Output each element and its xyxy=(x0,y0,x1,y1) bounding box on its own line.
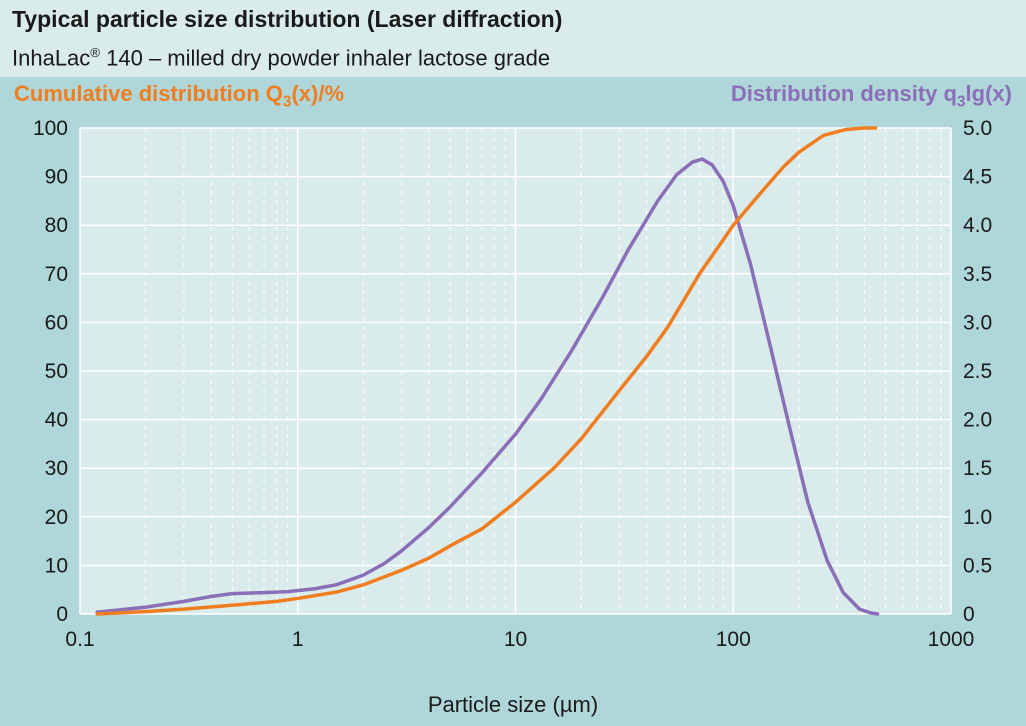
y-right-tick: 0.5 xyxy=(963,554,992,577)
x-tick: 1 xyxy=(292,628,304,651)
y-right-tick: 1.5 xyxy=(963,457,992,480)
title2-prefix: InhaLac xyxy=(12,45,90,70)
title2-rest: 140 – milled dry powder inhaler lactose … xyxy=(100,45,550,70)
x-tick: 1000 xyxy=(928,628,975,651)
y-left-tick: 30 xyxy=(45,457,68,480)
y-left-tick: 20 xyxy=(45,506,68,529)
y-right-tick: 3.0 xyxy=(963,311,992,334)
y-left-tick: 90 xyxy=(45,165,68,188)
y-left-tick: 80 xyxy=(45,214,68,237)
y-right-tick: 4.0 xyxy=(963,214,992,237)
y-left-tick: 60 xyxy=(45,311,68,334)
chart-area: 010203040506070809010000.51.01.52.02.53.… xyxy=(0,114,1026,726)
legend-right: Distribution density q3lg(x) xyxy=(731,81,1012,111)
y-left-tick: 100 xyxy=(33,120,68,140)
y-left-tick: 70 xyxy=(45,263,68,286)
y-left-tick: 50 xyxy=(45,360,68,383)
y-right-tick: 1.0 xyxy=(963,506,992,529)
y-right-tick: 0 xyxy=(963,603,975,626)
y-left-tick: 0 xyxy=(56,603,68,626)
title-line-2: InhaLac® 140 – milled dry powder inhaler… xyxy=(0,39,1026,77)
title2-reg: ® xyxy=(90,45,100,60)
x-tick: 0.1 xyxy=(65,628,94,651)
y-right-tick: 2.5 xyxy=(963,360,992,383)
legend-row: Cumulative distribution Q3(x)/% Distribu… xyxy=(0,77,1026,113)
figure-container: Typical particle size distribution (Lase… xyxy=(0,0,1026,726)
y-left-tick: 10 xyxy=(45,554,68,577)
x-axis-label: Particle size (µm) xyxy=(428,692,598,718)
x-tick: 100 xyxy=(716,628,751,651)
title-line-1: Typical particle size distribution (Lase… xyxy=(0,0,1026,39)
y-right-tick: 2.0 xyxy=(963,408,992,431)
y-right-tick: 5.0 xyxy=(963,120,992,140)
y-left-tick: 40 xyxy=(45,408,68,431)
x-tick: 10 xyxy=(504,628,527,651)
y-right-tick: 3.5 xyxy=(963,263,992,286)
y-right-tick: 4.5 xyxy=(963,165,992,188)
chart-svg: 010203040506070809010000.51.01.52.02.53.… xyxy=(0,120,1026,680)
legend-left: Cumulative distribution Q3(x)/% xyxy=(14,81,344,111)
